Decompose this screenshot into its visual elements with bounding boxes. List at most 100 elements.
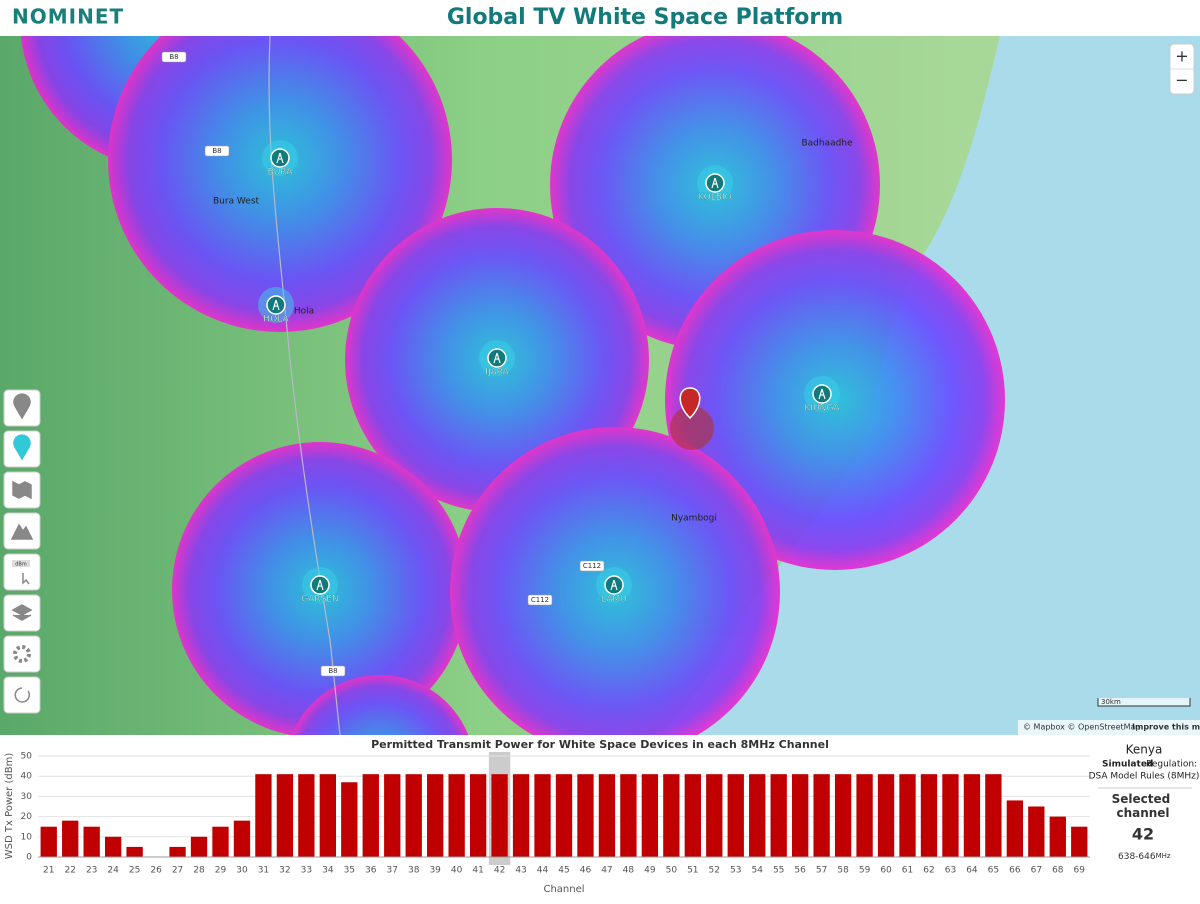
bar[interactable] — [641, 774, 659, 857]
bar[interactable] — [598, 774, 616, 857]
x-tick-label: 26 — [150, 866, 162, 876]
tool-button[interactable] — [3, 676, 41, 714]
x-tick-label: 64 — [966, 866, 978, 876]
transmitter-icon[interactable] — [266, 295, 286, 315]
x-tick-label: 60 — [880, 866, 892, 876]
location-pin[interactable] — [679, 387, 701, 420]
country: Kenya — [1126, 743, 1163, 757]
x-tick-label: 66 — [1009, 866, 1021, 876]
bar[interactable] — [448, 774, 465, 857]
bar[interactable] — [427, 774, 444, 857]
bar[interactable] — [706, 774, 723, 857]
bar[interactable] — [834, 774, 852, 857]
bar[interactable] — [512, 774, 530, 857]
bar[interactable] — [856, 774, 873, 857]
bar[interactable] — [126, 846, 143, 857]
bar[interactable] — [298, 774, 315, 857]
regulation: DSA Model Rules (8MHz) — [1089, 772, 1200, 782]
x-tick-label: 62 — [923, 866, 934, 876]
chart: Permitted Transmit Power for White Space… — [4, 738, 1090, 895]
bar[interactable] — [577, 774, 594, 857]
bar[interactable] — [212, 826, 229, 857]
bar[interactable] — [190, 836, 208, 857]
tower-glyph — [493, 352, 501, 364]
y-axis-title: WSD Tx Power (dBm) — [4, 753, 15, 860]
x-tick-label: 27 — [172, 866, 183, 876]
x-tick-label: 57 — [816, 866, 827, 876]
bar[interactable] — [684, 774, 701, 857]
bar[interactable] — [233, 820, 251, 857]
bar[interactable] — [534, 774, 551, 857]
place-label: Nyambogi — [671, 514, 717, 524]
bar[interactable] — [83, 826, 100, 857]
y-tick-label: 50 — [21, 752, 33, 762]
header-bar — [0, 0, 1200, 36]
transmitter-icon[interactable] — [310, 575, 330, 595]
bar[interactable] — [920, 774, 938, 857]
map[interactable]: BURA KOLBIO HOLA IJARA KIUNGA GARSEN LAMU Bura … — [0, 0, 1200, 865]
frequency-range: 638-646 — [1118, 852, 1156, 862]
bar[interactable] — [169, 846, 186, 857]
bar[interactable] — [40, 826, 57, 857]
road-label: C112 — [583, 562, 601, 570]
bar[interactable] — [384, 774, 401, 857]
tower-glyph — [818, 388, 826, 400]
chart-title: Permitted Transmit Power for White Space… — [371, 738, 829, 751]
improve-link[interactable]: Improve this map — [1132, 723, 1200, 732]
x-tick-label: 32 — [279, 866, 290, 876]
bar[interactable] — [555, 774, 573, 857]
bar[interactable] — [620, 774, 637, 857]
tower-glyph — [272, 299, 280, 311]
bar[interactable] — [62, 820, 79, 857]
tower-glyph — [610, 579, 618, 591]
transmitter-icon[interactable] — [705, 173, 725, 193]
bar[interactable] — [749, 774, 766, 857]
x-tick-label: 52 — [709, 866, 720, 876]
bar[interactable] — [255, 774, 272, 857]
bar[interactable] — [770, 774, 787, 857]
bar[interactable] — [792, 774, 809, 857]
side-panel: Kenya Simulated Regulation: DSA Model Ru… — [1089, 743, 1200, 862]
bar[interactable] — [663, 774, 680, 857]
bar[interactable] — [1006, 800, 1024, 857]
transmitter-icon[interactable] — [604, 575, 624, 595]
x-tick-label: 44 — [537, 866, 549, 876]
road-shield — [204, 145, 230, 157]
scale-bar — [1097, 698, 1191, 707]
bar[interactable] — [469, 774, 487, 857]
transmitter-icon[interactable] — [270, 148, 290, 168]
bar[interactable] — [727, 774, 744, 857]
x-tick-label: 21 — [43, 866, 54, 876]
attribution-bg — [1018, 720, 1200, 735]
bar[interactable] — [341, 782, 358, 857]
bar[interactable] — [276, 774, 294, 857]
bar[interactable] — [899, 774, 916, 857]
x-tick-label: 41 — [472, 866, 483, 876]
transmitter-icon[interactable] — [487, 348, 507, 368]
bar[interactable] — [942, 774, 959, 857]
bar[interactable] — [491, 774, 508, 857]
transmitter-icon[interactable] — [812, 384, 832, 404]
tool-button[interactable] — [3, 635, 41, 673]
zoom-out[interactable]: − — [1175, 71, 1188, 90]
tool-button[interactable] — [3, 553, 41, 591]
bar[interactable] — [877, 774, 895, 857]
x-tick-label: 24 — [107, 866, 119, 876]
bar[interactable] — [963, 774, 981, 857]
bar[interactable] — [104, 836, 122, 857]
bar[interactable] — [985, 774, 1002, 857]
toolbar: dBm — [3, 389, 41, 714]
zoom-in[interactable]: + — [1175, 47, 1188, 66]
regulation-label: Simulated — [1102, 760, 1153, 770]
bar[interactable] — [405, 774, 422, 857]
bar[interactable] — [1028, 806, 1045, 858]
bar[interactable] — [1071, 826, 1088, 857]
bar[interactable] — [813, 774, 830, 857]
road-label: B8 — [169, 53, 178, 61]
x-tick-label: 49 — [644, 866, 656, 876]
bar[interactable] — [319, 774, 336, 857]
bar[interactable] — [362, 774, 379, 857]
x-tick-label: 47 — [601, 866, 612, 876]
bar[interactable] — [1049, 816, 1066, 857]
